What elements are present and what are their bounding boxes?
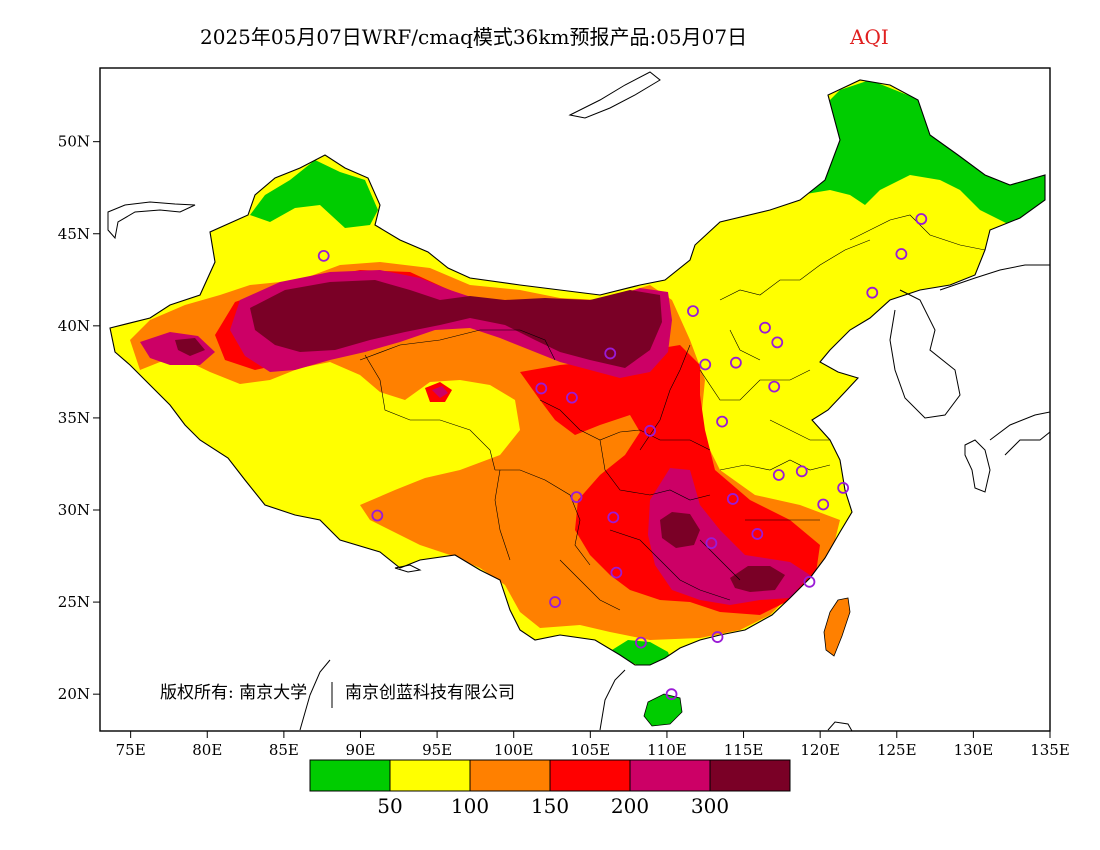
legend-swatch — [709, 759, 791, 792]
title-variable: AQI — [849, 25, 889, 49]
city-marker — [604, 347, 617, 360]
map-frame — [99, 67, 1051, 732]
x-axis-longitude: 75E 80E 85E 90E 95E 100E 105E 110E 115E 120E 125E 1… — [116, 731, 1070, 759]
legend-label: 300 — [691, 794, 729, 818]
city-marker — [768, 380, 781, 393]
map-area: 75E 80E 85E 90E 95E 100E 105E 110E 115E 120E 125E 1… — [58, 67, 1070, 759]
aqi-field — [110, 80, 1045, 727]
city-marker — [759, 321, 771, 334]
legend-label: 100 — [451, 794, 489, 818]
city-marker — [549, 596, 561, 608]
chart-title: 2025年05月07日WRF/cmaq模式36km预报产品:05月07日 AQI — [200, 25, 889, 49]
y-tick-label: 30N — [58, 501, 90, 519]
city-marker — [535, 382, 548, 395]
city-marker — [716, 415, 728, 428]
x-tick-label: 80E — [192, 741, 222, 759]
taiwan-island — [823, 597, 851, 657]
china-boundary — [109, 79, 1046, 666]
legend-swatch — [309, 759, 391, 792]
x-tick-label: 115E — [724, 741, 764, 759]
x-tick-label: 95E — [422, 741, 452, 759]
copyright-prefix: 版权所有: 南京大学 — [160, 683, 307, 703]
city-marker — [726, 493, 739, 505]
aqi-legend: 50 100 150 200 300 — [309, 759, 791, 818]
x-tick-label: 110E — [647, 741, 687, 759]
city-marker — [317, 249, 330, 262]
x-tick-label: 75E — [116, 741, 146, 759]
city-marker — [570, 491, 583, 504]
x-tick-label: 105E — [571, 741, 611, 759]
aqi-zone-hazard-jiangxi — [730, 566, 785, 592]
city-marker — [665, 688, 678, 701]
city-marker — [687, 305, 699, 318]
city-marker — [566, 391, 578, 404]
city-marker — [751, 528, 764, 540]
y-tick-label: 40N — [58, 317, 90, 335]
legend-swatch — [469, 759, 551, 792]
hainan-island — [643, 693, 683, 727]
city-marker — [699, 358, 712, 371]
city-marker — [915, 213, 928, 225]
city-marker — [610, 566, 623, 579]
title-text: 2025年05月07日WRF/cmaq模式36km预报产品:05月07日 — [200, 25, 747, 49]
y-tick-label: 20N — [58, 685, 90, 703]
legend-swatch — [389, 759, 471, 792]
city-marker — [705, 537, 718, 550]
y-tick-label: 25N — [58, 593, 90, 611]
province-borders — [359, 214, 986, 611]
aqi-zone-hazard-hunan — [660, 512, 700, 548]
legend-swatch — [549, 759, 631, 792]
city-marker — [817, 498, 830, 511]
legend-swatch — [629, 759, 711, 792]
x-tick-label: 135E — [1030, 741, 1070, 759]
copyright-suffix: 南京创蓝科技有限公司 — [345, 683, 515, 703]
legend-label: 50 — [377, 794, 402, 818]
x-tick-label: 120E — [800, 741, 840, 759]
city-marker — [634, 636, 647, 649]
y-tick-label: 35N — [58, 409, 90, 427]
city-marker — [771, 336, 784, 349]
legend-label: 200 — [611, 794, 649, 818]
x-tick-label: 100E — [494, 741, 534, 759]
x-tick-label: 125E — [877, 741, 917, 759]
x-tick-label: 85E — [269, 741, 299, 759]
city-marker — [837, 481, 850, 494]
city-marker — [795, 465, 808, 478]
city-marker — [644, 424, 656, 437]
city-marker — [772, 469, 785, 481]
city-marker — [866, 286, 879, 299]
x-tick-label: 130E — [954, 741, 994, 759]
y-axis-latitude: 20N 25N 30N 35N 40N 45N 50N — [58, 133, 100, 703]
aqi-zone-purple-qinghai — [432, 386, 448, 398]
y-tick-label: 45N — [58, 225, 90, 243]
city-markers — [317, 213, 928, 701]
y-tick-label: 50N — [58, 133, 90, 151]
city-marker — [711, 631, 724, 643]
city-marker — [371, 509, 384, 522]
x-tick-label: 90E — [345, 741, 375, 759]
neighbor-coastlines — [107, 71, 1050, 731]
city-marker — [607, 511, 620, 524]
aqi-zone-hazard-north — [250, 280, 662, 368]
city-marker — [803, 575, 816, 588]
legend-label: 150 — [531, 794, 569, 818]
copyright-notice: 版权所有: 南京大学 南京创蓝科技有限公司 — [160, 682, 515, 708]
aqi-zone-hazard-xinjiang — [175, 338, 205, 356]
aqi-zone-good-northwest — [250, 160, 378, 228]
city-marker — [895, 248, 908, 260]
city-marker — [729, 356, 742, 369]
